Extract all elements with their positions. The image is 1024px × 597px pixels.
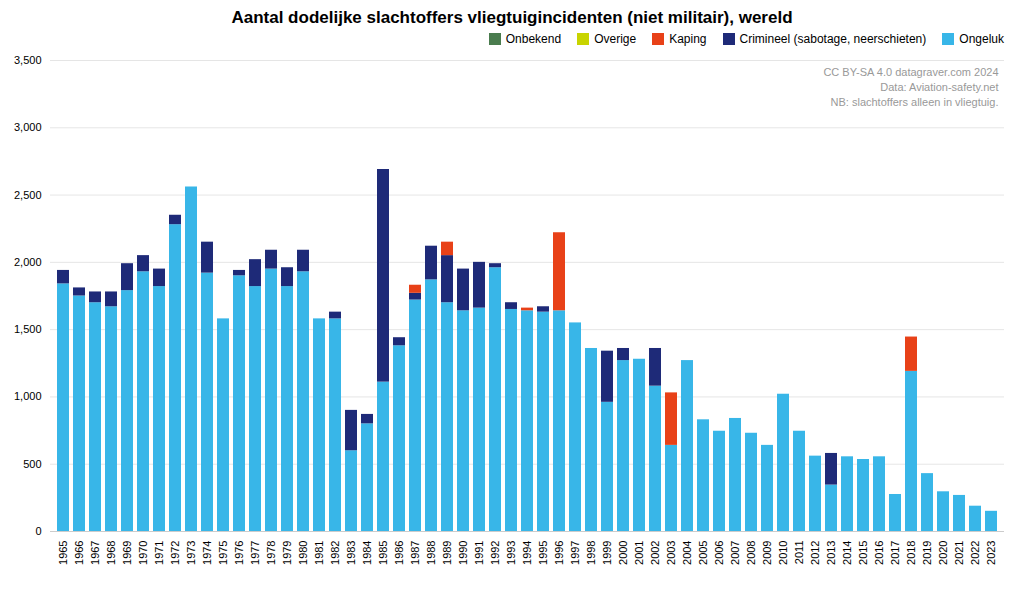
svg-text:1987: 1987 (409, 541, 421, 565)
svg-text:2,000: 2,000 (14, 256, 42, 268)
svg-text:2021: 2021 (953, 541, 965, 565)
svg-text:2008: 2008 (745, 541, 757, 565)
svg-text:2020: 2020 (937, 541, 949, 565)
svg-text:3,000: 3,000 (14, 121, 42, 133)
svg-text:2014: 2014 (841, 541, 853, 565)
svg-text:1965: 1965 (57, 541, 69, 565)
svg-text:1980: 1980 (297, 541, 309, 565)
svg-text:1994: 1994 (521, 541, 533, 565)
svg-text:1985: 1985 (377, 541, 389, 565)
svg-text:2016: 2016 (873, 541, 885, 565)
svg-text:1975: 1975 (217, 541, 229, 565)
svg-text:2002: 2002 (649, 541, 661, 565)
svg-text:1998: 1998 (585, 541, 597, 565)
svg-text:1996: 1996 (553, 541, 565, 565)
svg-text:2007: 2007 (729, 541, 741, 565)
svg-text:1969: 1969 (121, 541, 133, 565)
svg-text:2012: 2012 (809, 541, 821, 565)
svg-text:1976: 1976 (233, 541, 245, 565)
svg-text:2018: 2018 (905, 541, 917, 565)
svg-text:2005: 2005 (697, 541, 709, 565)
svg-text:1989: 1989 (441, 541, 453, 565)
svg-text:2023: 2023 (985, 541, 997, 565)
svg-text:1997: 1997 (569, 541, 581, 565)
svg-text:1979: 1979 (281, 541, 293, 565)
svg-text:1988: 1988 (425, 541, 437, 565)
svg-text:1972: 1972 (169, 541, 181, 565)
svg-text:2019: 2019 (921, 541, 933, 565)
svg-text:2017: 2017 (889, 541, 901, 565)
svg-text:2015: 2015 (857, 541, 869, 565)
svg-text:2013: 2013 (825, 541, 837, 565)
svg-text:2009: 2009 (761, 541, 773, 565)
svg-text:500: 500 (23, 458, 41, 470)
svg-text:1981: 1981 (313, 541, 325, 565)
svg-text:1999: 1999 (601, 541, 613, 565)
svg-text:1983: 1983 (345, 541, 357, 565)
svg-text:NB: slachtoffers alleen in vli: NB: slachtoffers alleen in vliegtuig. (831, 96, 999, 108)
svg-text:CC BY-SA 4.0 datagraver.com 20: CC BY-SA 4.0 datagraver.com 2024 (823, 66, 998, 78)
svg-text:2003: 2003 (665, 541, 677, 565)
svg-text:1970: 1970 (137, 541, 149, 565)
svg-text:2001: 2001 (633, 541, 645, 565)
svg-text:1968: 1968 (105, 541, 117, 565)
svg-text:2000: 2000 (617, 541, 629, 565)
svg-text:1995: 1995 (537, 541, 549, 565)
svg-text:2,500: 2,500 (14, 189, 42, 201)
svg-text:2011: 2011 (793, 541, 805, 565)
svg-text:0: 0 (35, 525, 41, 537)
svg-text:1982: 1982 (329, 541, 341, 565)
svg-text:2004: 2004 (681, 541, 693, 565)
svg-text:1991: 1991 (473, 541, 485, 565)
svg-text:1966: 1966 (73, 541, 85, 565)
svg-text:1,500: 1,500 (14, 323, 42, 335)
html-text:Onbekend: Onbekend (505, 32, 562, 46)
html-text:Aantal dodelijke slachtoffers: Aantal dodelijke slachtoffers vliegtuigi… (231, 8, 793, 27)
svg-text:1,000: 1,000 (14, 390, 42, 402)
html-text:Kaping: Kaping (669, 32, 707, 46)
svg-text:1993: 1993 (505, 541, 517, 565)
svg-text:2022: 2022 (969, 541, 981, 565)
html-text:Crimineel (sabotage, neerschie: Crimineel (sabotage, neerschieten) (739, 32, 927, 46)
svg-text:1967: 1967 (89, 541, 101, 565)
svg-text:1992: 1992 (489, 541, 501, 565)
svg-text:1984: 1984 (361, 541, 373, 565)
svg-text:1977: 1977 (249, 541, 261, 565)
svg-text:Data: Aviation-safety.net: Data: Aviation-safety.net (880, 81, 998, 93)
svg-text:2010: 2010 (777, 541, 789, 565)
svg-text:1971: 1971 (153, 541, 165, 565)
html-text:Ongeluk: Ongeluk (959, 32, 1004, 46)
svg-text:1973: 1973 (185, 541, 197, 565)
html-text:Overige: Overige (594, 32, 637, 46)
svg-text:1986: 1986 (393, 541, 405, 565)
svg-text:2006: 2006 (713, 541, 725, 565)
svg-text:3,500: 3,500 (14, 54, 42, 66)
svg-text:1978: 1978 (265, 541, 277, 565)
svg-text:1974: 1974 (201, 541, 213, 565)
svg-text:1990: 1990 (457, 541, 469, 565)
